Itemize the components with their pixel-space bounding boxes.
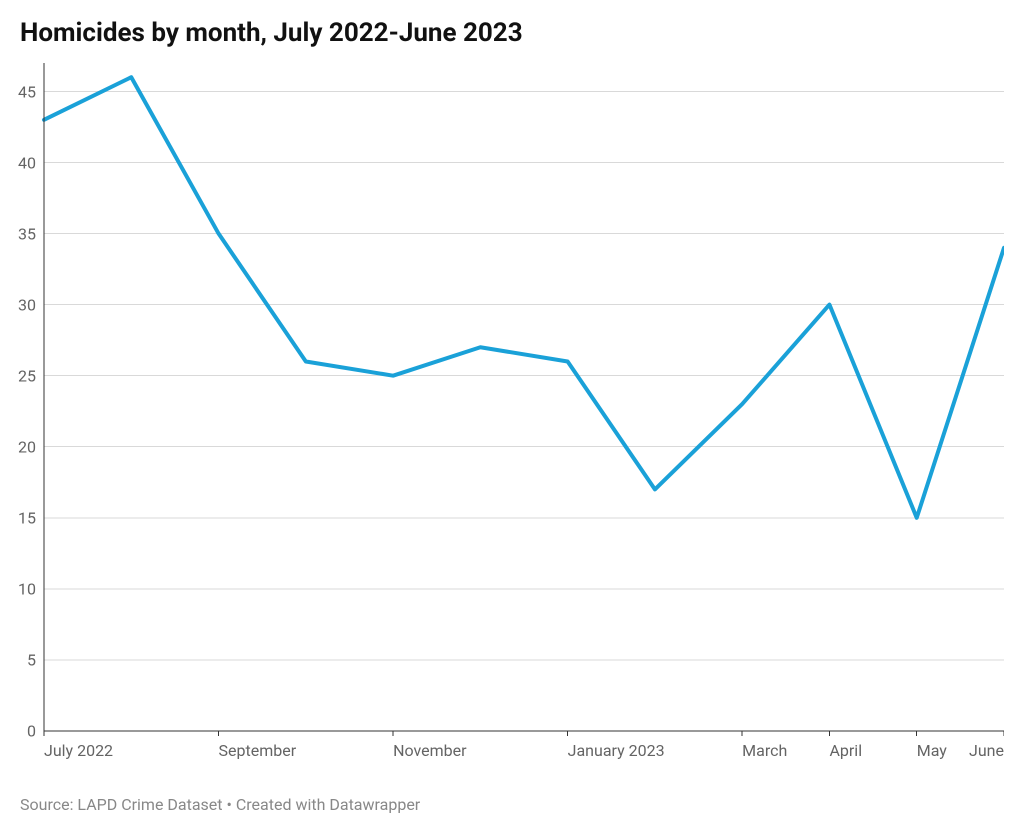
x-tick-label: November [393,741,466,760]
chart-title: Homicides by month, July 2022-June 2023 [20,18,1004,49]
chart-footer: Source: LAPD Crime Dataset • Created wit… [20,795,1004,814]
x-tick-label: April [829,741,862,760]
x-tick-label: September [219,741,297,760]
x-tick-label: June [969,741,1004,760]
chart-container: Homicides by month, July 2022-June 2023 … [0,0,1024,826]
chart-plot-area: 051015202530354045 July 2022SeptemberNov… [20,63,1004,775]
x-tick-label: July 2022 [44,741,113,760]
x-tick-label: March [742,741,787,760]
x-axis-labels: July 2022 September November January 2023 Ma… [20,63,1004,775]
x-tick-label: January 2023 [568,741,665,760]
x-tick-label: May [917,741,947,760]
